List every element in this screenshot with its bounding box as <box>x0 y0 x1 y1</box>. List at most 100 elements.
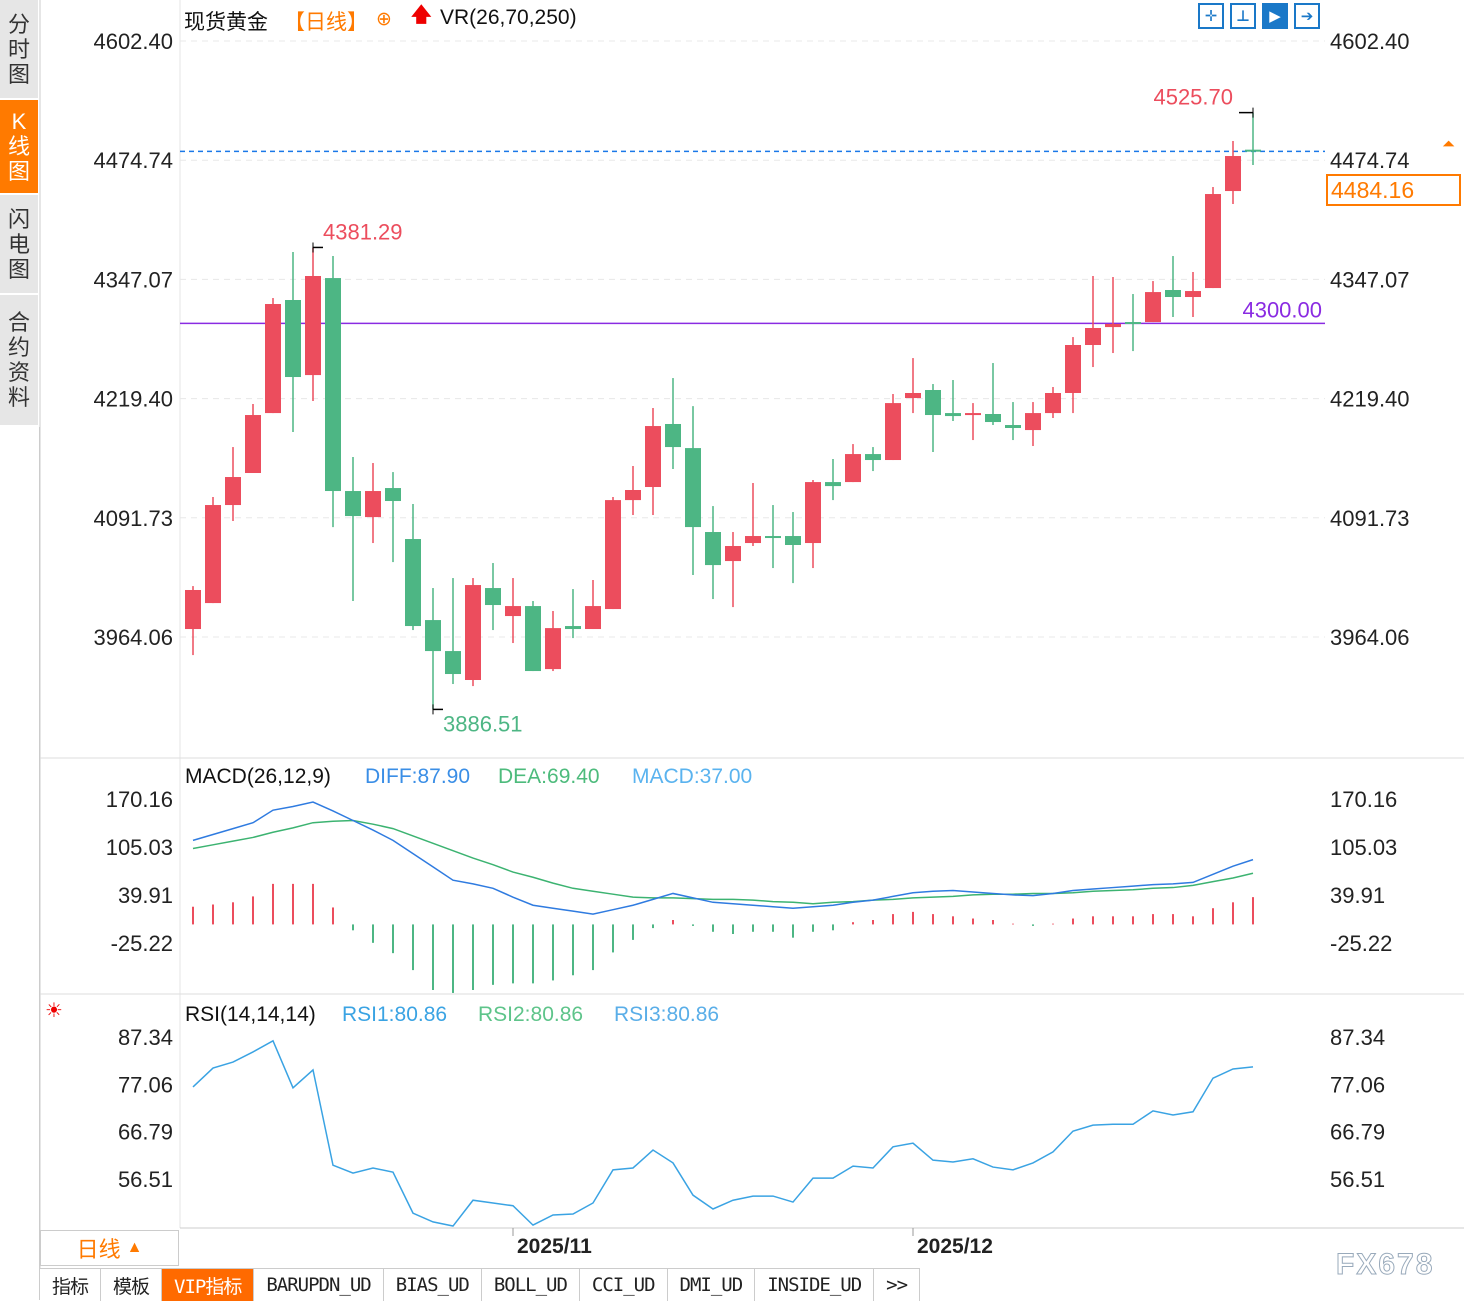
candle-body <box>845 454 861 483</box>
candle-body <box>1025 413 1041 431</box>
candle-body <box>625 490 641 501</box>
candle-body <box>765 536 781 539</box>
sidebar-item-contract-info[interactable]: 合约资料 <box>0 295 38 427</box>
candle-body <box>445 651 461 675</box>
sidebar-item-timeshare[interactable]: 分时图 <box>0 0 38 100</box>
y-tick-label-left: 87.34 <box>118 1025 173 1050</box>
tab-cci[interactable]: CCI_UD <box>580 1269 668 1301</box>
candle-body <box>345 491 361 517</box>
rsi3-legend: RSI3:80.86 <box>614 1003 720 1026</box>
candle-body <box>785 536 801 545</box>
y-tick-label-left: 4602.40 <box>93 29 173 54</box>
candle-body <box>865 454 881 461</box>
candle-body <box>485 588 501 606</box>
candle-body <box>245 415 261 474</box>
candle-body <box>1205 194 1221 289</box>
crosshair-icon[interactable]: ✛ <box>1198 3 1224 29</box>
y-tick-label-right: 4219.40 <box>1330 387 1410 412</box>
crosshair-circle-icon[interactable]: ⊕ <box>376 9 392 30</box>
diff-line <box>192 801 1254 915</box>
y-tick-label-left: 4347.07 <box>93 267 173 292</box>
y-tick-label-right: 4347.07 <box>1330 267 1410 292</box>
candle-body <box>605 500 621 610</box>
rsi1-legend: RSI1:80.86 <box>342 1003 448 1026</box>
candle-body <box>225 477 241 506</box>
y-tick-label-right: 66.79 <box>1330 1120 1385 1145</box>
tab-bias[interactable]: BIAS_UD <box>384 1269 482 1301</box>
tab-barupdn[interactable]: BARUPDN_UD <box>254 1269 384 1301</box>
sidebar-item-label: 合约资料 <box>7 310 30 410</box>
up-arrow-icon: ⏶ <box>1442 136 1455 153</box>
candle-body <box>525 606 541 672</box>
candle-body <box>465 585 481 681</box>
zoom-range-icon[interactable]: ⊥ <box>1230 3 1256 29</box>
candle-body <box>805 482 821 544</box>
high-price-label: 4525.70 <box>1153 85 1233 110</box>
candle-body <box>545 628 561 670</box>
period-selector[interactable]: 日线 ▲ <box>40 1230 179 1266</box>
y-tick-label-left: 4219.40 <box>93 387 173 412</box>
dea-line <box>192 819 1254 905</box>
tab-template[interactable]: 模板 <box>101 1269 163 1301</box>
candle-body <box>885 403 901 461</box>
candle-body <box>985 414 1001 423</box>
x-tick-label: 2025/12 <box>917 1235 993 1258</box>
y-tick-label-right: 170.16 <box>1330 787 1397 812</box>
x-tick-label: 2025/11 <box>517 1235 592 1258</box>
candle-body <box>505 606 521 617</box>
candle-body <box>405 539 421 627</box>
triangle-up-icon: ▲ <box>126 1239 143 1256</box>
candle-body <box>1245 149 1261 152</box>
candle-body <box>1045 392 1061 414</box>
tab-vip-indicator[interactable]: VIP指标 <box>162 1269 255 1301</box>
candle-body <box>285 300 301 378</box>
candle-body <box>925 390 941 416</box>
y-tick-label-right: 105.03 <box>1330 835 1397 860</box>
y-tick-label-left: 105.03 <box>106 835 173 860</box>
y-tick-label-right: -25.22 <box>1330 931 1392 956</box>
y-tick-label-right: 56.51 <box>1330 1167 1385 1192</box>
y-tick-label-right: 87.34 <box>1330 1025 1385 1050</box>
candle-body <box>385 488 401 502</box>
jump-end-icon[interactable]: ➔ <box>1294 3 1320 29</box>
sidebar-item-kline[interactable]: K线图 <box>0 100 38 195</box>
rsi-line <box>192 1039 1254 1227</box>
candle-body <box>825 482 841 487</box>
candle-body <box>945 413 961 417</box>
candle-body <box>1105 323 1121 328</box>
tab-boll[interactable]: BOLL_UD <box>482 1269 580 1301</box>
candle-body <box>1185 291 1201 298</box>
period-selector-label: 日线 <box>76 1237 121 1262</box>
tab-indicator[interactable]: 指标 <box>40 1269 102 1301</box>
candle-body <box>365 491 381 518</box>
sidebar-item-label: 分时图 <box>7 11 30 87</box>
y-tick-label-right: 3964.06 <box>1330 625 1410 650</box>
chart-toolbar: ✛ ⊥ ▶ ➔ <box>1198 3 1320 29</box>
y-tick-label-left: 66.79 <box>118 1120 173 1145</box>
candle-body <box>265 304 281 414</box>
play-right-icon[interactable]: ▶ <box>1262 3 1288 29</box>
y-tick-label-right: 39.91 <box>1330 883 1385 908</box>
rsi-title: RSI(14,14,14) <box>185 1003 316 1026</box>
candle-body <box>1085 328 1101 346</box>
current-price-label: 4484.16 <box>1326 174 1461 206</box>
y-tick-label-right: 4091.73 <box>1330 506 1410 531</box>
candle-body <box>585 606 601 630</box>
y-tick-label-left: 56.51 <box>118 1167 173 1192</box>
y-tick-label-left: 4091.73 <box>93 506 173 531</box>
candle-body <box>1145 292 1161 323</box>
candle-body <box>685 448 701 528</box>
tab-more[interactable]: >> <box>874 1269 921 1301</box>
high-price-label: 4381.29 <box>323 219 403 244</box>
tab-inside[interactable]: INSIDE_UD <box>755 1269 875 1301</box>
indicator-tabs: 指标 模板 VIP指标 BARUPDN_UD BIAS_UD BOLL_UD C… <box>40 1268 921 1301</box>
sidebar-item-flash[interactable]: 闪电图 <box>0 195 38 295</box>
period-label[interactable]: 【日线】 <box>284 11 368 34</box>
y-tick-label-right: 77.06 <box>1330 1072 1385 1097</box>
y-tick-label-left: 39.91 <box>118 883 173 908</box>
tab-dmi[interactable]: DMI_UD <box>668 1269 756 1301</box>
candle-body <box>645 426 661 488</box>
macd-value-legend: MACD:37.00 <box>632 765 753 788</box>
sun-settings-icon[interactable]: ☀ <box>45 1000 63 1022</box>
